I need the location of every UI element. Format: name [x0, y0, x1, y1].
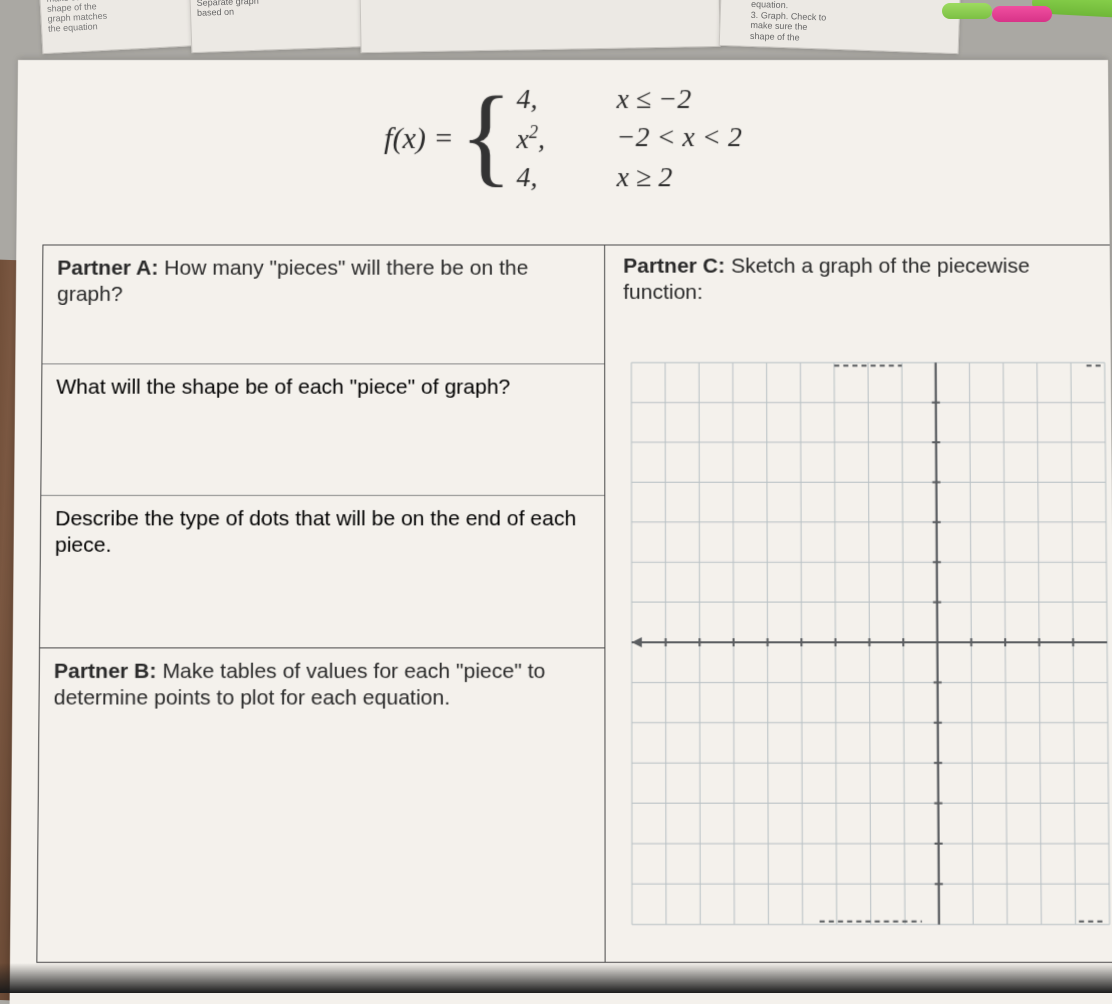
partner-a-q2-text: What will the shape be of each "piece" o…	[56, 376, 510, 399]
case-1-cond: x ≤ −2	[617, 84, 742, 116]
partner-b: Partner B: Make tables of values for eac…	[37, 648, 604, 961]
bg-page-left: make sure the shape of the graph matches…	[38, 0, 202, 54]
case-1-value: 4,	[516, 84, 566, 116]
partner-c-label: Partner C:	[623, 255, 725, 278]
equation-lhs: f(x) =	[384, 122, 454, 156]
blank-coordinate-grid	[625, 356, 1112, 931]
case-2-cond: −2 < x < 2	[617, 122, 742, 156]
equation-cases: 4, x ≤ −2 x2, −2 < x < 2 4, x ≥ 2	[516, 84, 742, 195]
partner-a-q2: What will the shape be of each "piece" o…	[41, 364, 604, 496]
graph-area	[625, 356, 1112, 931]
partner-b-label: Partner B:	[54, 660, 157, 683]
partner-a-label: Partner A:	[57, 257, 158, 280]
case-2-value: x2,	[516, 122, 566, 156]
marker-green-2	[942, 3, 992, 19]
partner-a-q1: Partner A: How many "pieces" will there …	[42, 245, 604, 364]
piecewise-equation: f(x) = { 4, x ≤ −2 x2, −2 < x < 2 4, x ≥…	[17, 84, 1109, 195]
case-3-value: 4,	[516, 162, 566, 194]
right-column: Partner C: Sketch a graph of the piecewi…	[605, 245, 1112, 961]
partner-a-q3-text: Describe the type of dots that will be o…	[55, 507, 576, 557]
case-3-cond: x ≥ 2	[617, 162, 742, 194]
bg-page-howto: 1. How to Graph: Separate graph based on	[189, 0, 372, 53]
worksheet-grid: Partner A: How many "pieces" will there …	[36, 244, 1112, 962]
bottom-shadow	[0, 963, 1112, 993]
bg-page-right: table equation. 3. Graph. Check to make …	[719, 0, 962, 54]
bg-page-mid	[359, 0, 720, 53]
marker-pink	[992, 6, 1052, 22]
partner-a-q3: Describe the type of dots that will be o…	[40, 496, 604, 648]
left-column: Partner A: How many "pieces" will there …	[37, 245, 605, 961]
equation-brace: {	[460, 86, 513, 185]
worksheet-page: f(x) = { 4, x ≤ −2 x2, −2 < x < 2 4, x ≥…	[10, 60, 1112, 1004]
